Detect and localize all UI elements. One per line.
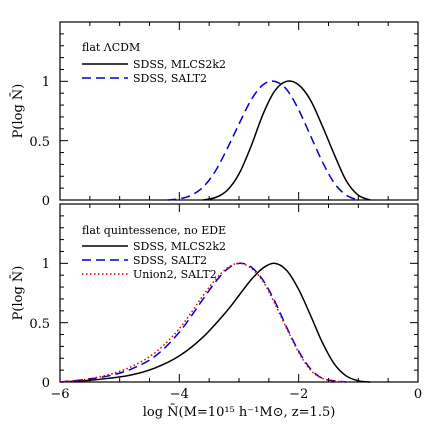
panel-title: flat quintessence, no EDE	[82, 224, 226, 237]
series-line-0	[203, 80, 371, 201]
legend-label: SDSS, SALT2	[133, 72, 207, 85]
y-tick-label: 1	[42, 75, 50, 90]
y-tick-label: 0.5	[29, 317, 50, 332]
y-axis-label: P(log N̄)	[10, 84, 26, 139]
x-tick-label: −6	[50, 387, 69, 402]
series-line-1	[167, 80, 359, 201]
legend-label: Union2, SALT2	[133, 268, 217, 281]
series-line-2	[59, 262, 347, 383]
panel-title: flat ΛCDM	[82, 41, 140, 54]
y-tick-labels: 0 0.5 1	[29, 257, 50, 391]
x-tick-label: 0	[414, 387, 422, 402]
y-tick-label: 0.5	[29, 135, 50, 150]
x-tick-label: −2	[289, 387, 308, 402]
series-line-1	[59, 262, 347, 383]
tick-marks	[59, 21, 419, 201]
series-line-0	[59, 262, 371, 383]
tick-marks	[59, 203, 419, 383]
legend: flat quintessence, no EDE SDSS, MLCS2k2 …	[82, 224, 226, 281]
legend-label: SDSS, MLCS2k2	[133, 240, 226, 253]
panel-quintessence: 0 0.5 1 −6 −4 −2 0 P(log N̄) log N̄(M=10…	[10, 203, 422, 420]
y-tick-label: 1	[42, 257, 50, 272]
panel-lcdm: 0 0.5 1 P(log N̄) flat ΛCDM SDSS, MLCS2k…	[10, 21, 419, 209]
legend: flat ΛCDM SDSS, MLCS2k2 SDSS, SALT2	[82, 41, 226, 85]
x-tick-label: −4	[170, 387, 189, 402]
legend-label: SDSS, SALT2	[133, 254, 207, 267]
legend-label: SDSS, MLCS2k2	[133, 58, 226, 71]
series-lines	[167, 80, 371, 201]
x-axis-label: log N̄(M=10¹⁵ h⁻¹M⊙, z=1.5)	[143, 404, 336, 420]
y-axis-label: P(log N̄)	[10, 266, 26, 321]
series-lines	[59, 262, 371, 383]
y-tick-label: 0	[42, 194, 50, 209]
x-tick-labels: −6 −4 −2 0	[50, 387, 422, 402]
y-tick-label: 0	[42, 376, 50, 391]
y-tick-labels: 0 0.5 1	[29, 75, 50, 209]
